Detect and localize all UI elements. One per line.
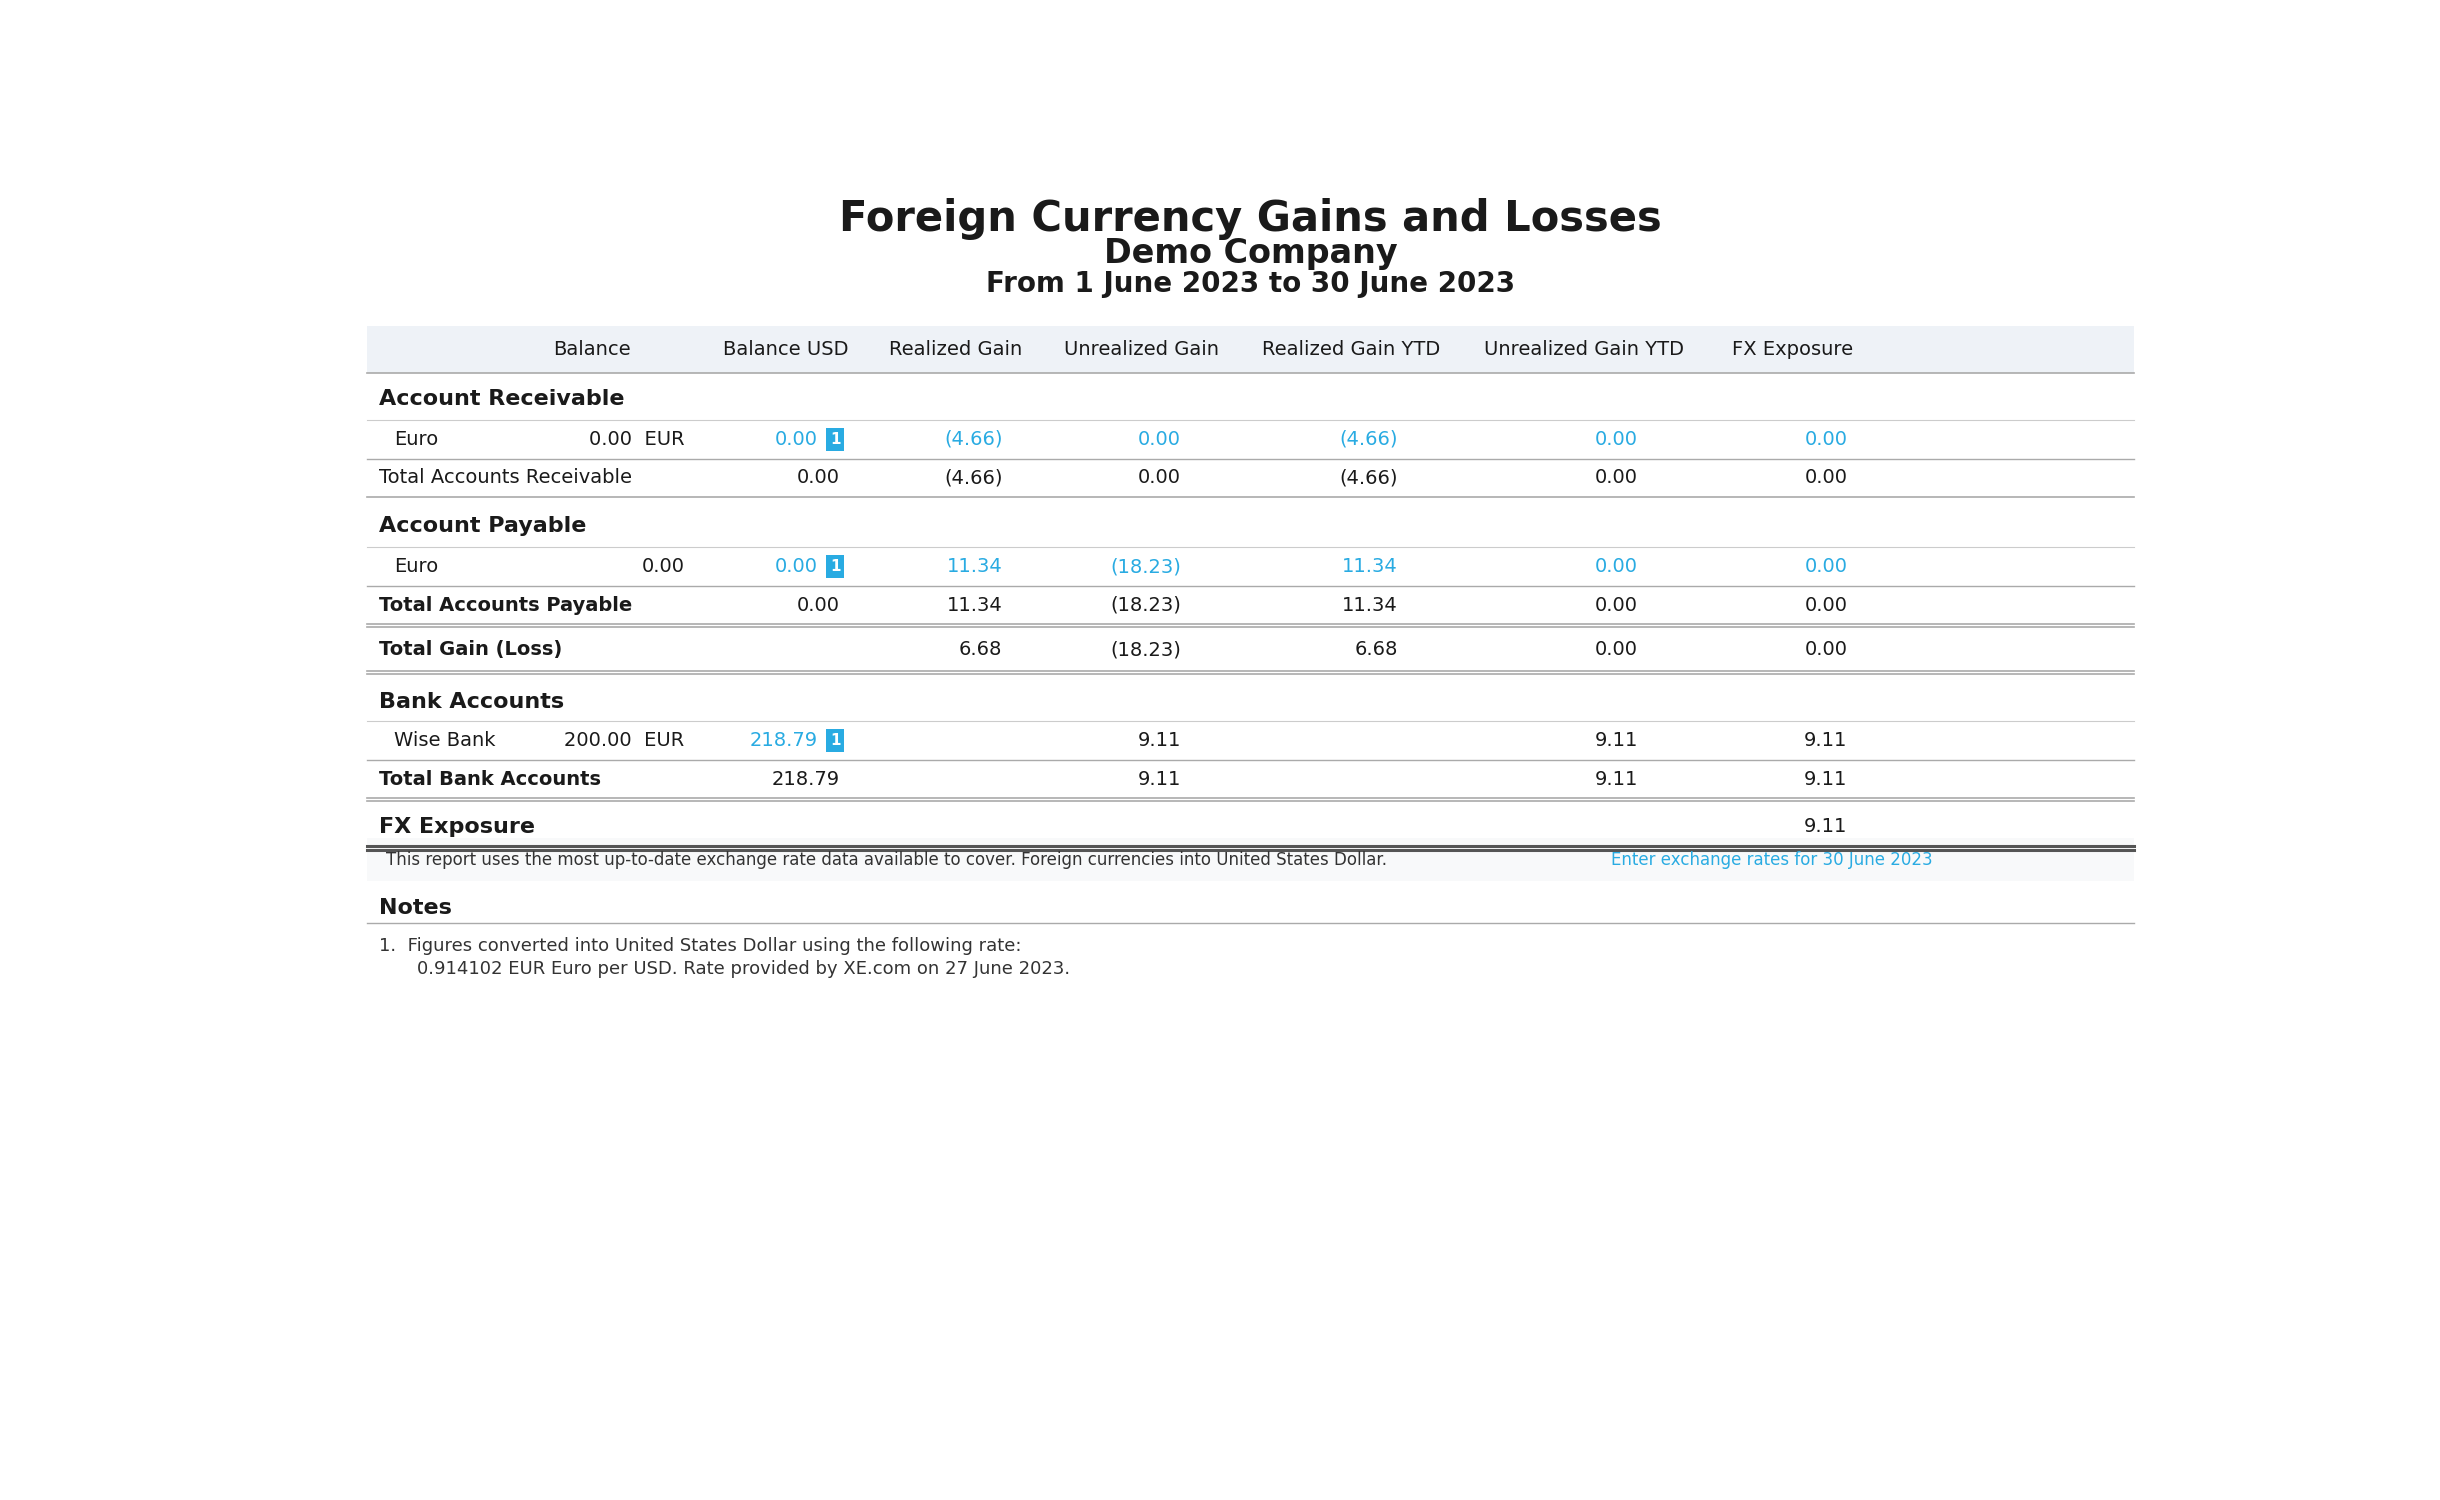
Text: 0.00: 0.00 [1596, 430, 1637, 448]
Text: 0.00: 0.00 [776, 430, 817, 448]
Text: 1.  Figures converted into United States Dollar using the following rate:: 1. Figures converted into United States … [378, 938, 1020, 956]
Text: 1: 1 [830, 432, 839, 447]
Text: 0.00: 0.00 [1803, 556, 1847, 576]
FancyBboxPatch shape [366, 839, 2135, 880]
Text: (4.66): (4.66) [1340, 468, 1398, 488]
Text: 0.914102 EUR Euro per USD. Rate provided by XE.com on 27 June 2023.: 0.914102 EUR Euro per USD. Rate provided… [395, 960, 1071, 978]
Text: Foreign Currency Gains and Losses: Foreign Currency Gains and Losses [839, 198, 1662, 240]
Text: 9.11: 9.11 [1596, 730, 1637, 750]
Text: Wise Bank: Wise Bank [395, 730, 495, 750]
Text: 218.79: 218.79 [771, 770, 839, 789]
Text: (18.23): (18.23) [1110, 556, 1181, 576]
Text: 11.34: 11.34 [947, 596, 1003, 615]
Text: 0.00: 0.00 [1803, 430, 1847, 448]
Text: (18.23): (18.23) [1110, 596, 1181, 615]
FancyBboxPatch shape [366, 327, 2135, 372]
Text: FX Exposure: FX Exposure [378, 818, 534, 837]
Text: 0.00: 0.00 [1596, 640, 1637, 658]
Text: 11.34: 11.34 [947, 556, 1003, 576]
Text: 0.00: 0.00 [798, 596, 839, 615]
Text: Euro: Euro [395, 430, 439, 448]
Text: 0.00: 0.00 [1803, 640, 1847, 658]
Text: 9.11: 9.11 [1137, 770, 1181, 789]
Text: 1: 1 [830, 560, 839, 574]
Text: (4.66): (4.66) [944, 430, 1003, 448]
Text: 0.00: 0.00 [1803, 468, 1847, 488]
Text: 11.34: 11.34 [1342, 596, 1398, 615]
Text: 0.00: 0.00 [1803, 596, 1847, 615]
Text: Realized Gain YTD: Realized Gain YTD [1261, 340, 1440, 358]
Text: Balance: Balance [554, 340, 630, 358]
Text: Account Receivable: Account Receivable [378, 390, 625, 410]
Text: 9.11: 9.11 [1137, 730, 1181, 750]
Text: 0.00: 0.00 [1596, 556, 1637, 576]
Text: Total Accounts Receivable: Total Accounts Receivable [378, 468, 632, 488]
Text: Unrealized Gain: Unrealized Gain [1064, 340, 1220, 358]
Text: 9.11: 9.11 [1803, 730, 1847, 750]
Text: 9.11: 9.11 [1596, 770, 1637, 789]
Text: 0.00  EUR: 0.00 EUR [588, 430, 686, 448]
Text: 11.34: 11.34 [1342, 556, 1398, 576]
Text: Bank Accounts: Bank Accounts [378, 692, 564, 712]
Text: This report uses the most up-to-date exchange rate data available to cover. Fore: This report uses the most up-to-date exc… [386, 850, 1388, 868]
Text: 0.00: 0.00 [1137, 468, 1181, 488]
Text: 0.00: 0.00 [776, 556, 817, 576]
Text: 0.00: 0.00 [642, 556, 686, 576]
Text: Total Accounts Payable: Total Accounts Payable [378, 596, 632, 615]
Text: Enter exchange rates for 30 June 2023: Enter exchange rates for 30 June 2023 [1610, 850, 1932, 868]
Text: From 1 June 2023 to 30 June 2023: From 1 June 2023 to 30 June 2023 [986, 270, 1515, 298]
Text: Total Bank Accounts: Total Bank Accounts [378, 770, 600, 789]
Text: Realized Gain: Realized Gain [888, 340, 1022, 358]
Text: 218.79: 218.79 [749, 730, 817, 750]
Text: 0.00: 0.00 [1596, 468, 1637, 488]
Text: 1: 1 [830, 734, 839, 748]
Text: Notes: Notes [378, 897, 451, 918]
Text: 9.11: 9.11 [1803, 818, 1847, 837]
Text: (4.66): (4.66) [944, 468, 1003, 488]
Text: Demo Company: Demo Company [1103, 237, 1398, 270]
Text: (18.23): (18.23) [1110, 640, 1181, 658]
Text: FX Exposure: FX Exposure [1732, 340, 1854, 358]
Text: (4.66): (4.66) [1340, 430, 1398, 448]
Text: Unrealized Gain YTD: Unrealized Gain YTD [1484, 340, 1684, 358]
Text: 6.68: 6.68 [1354, 640, 1398, 658]
Text: 0.00: 0.00 [1137, 430, 1181, 448]
Text: 6.68: 6.68 [959, 640, 1003, 658]
Text: 0.00: 0.00 [1596, 596, 1637, 615]
Text: Account Payable: Account Payable [378, 516, 586, 537]
Text: 0.00: 0.00 [798, 468, 839, 488]
Text: Euro: Euro [395, 556, 439, 576]
Text: Total Gain (Loss): Total Gain (Loss) [378, 640, 561, 658]
Text: Balance USD: Balance USD [722, 340, 849, 358]
Text: 9.11: 9.11 [1803, 770, 1847, 789]
Text: 200.00  EUR: 200.00 EUR [564, 730, 686, 750]
